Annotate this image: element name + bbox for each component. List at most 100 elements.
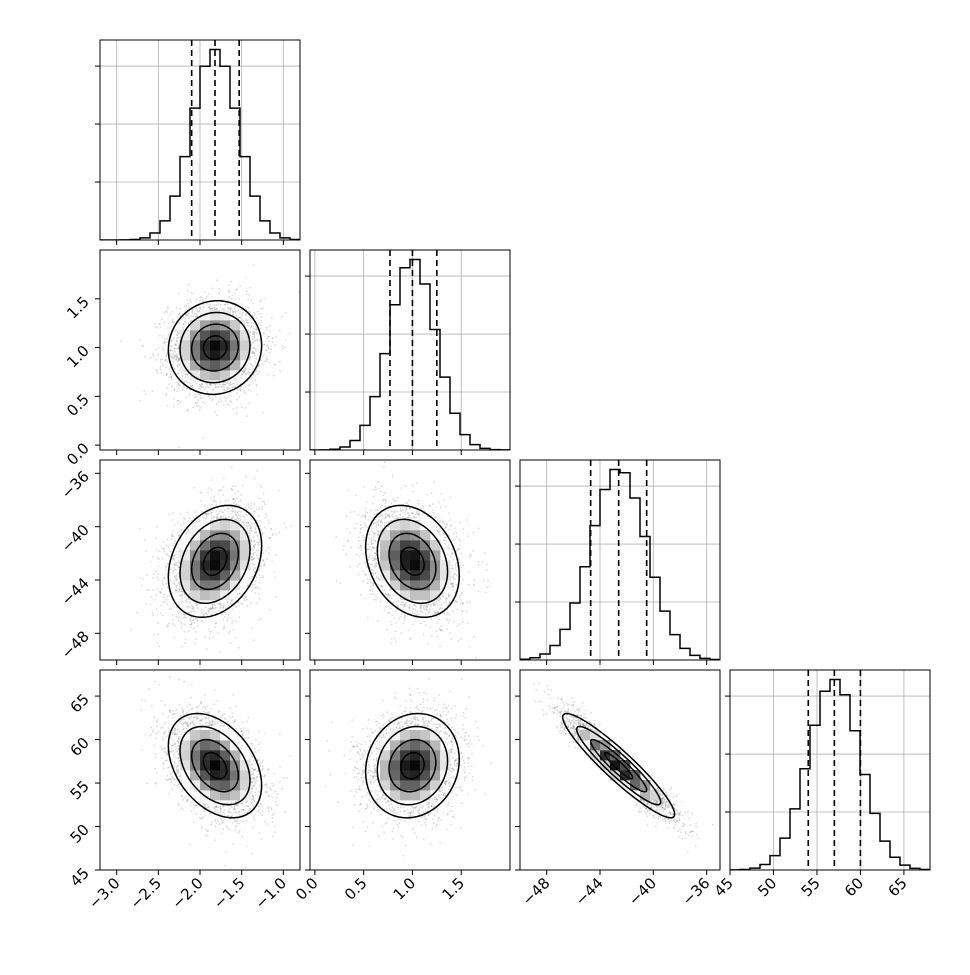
scatter-point xyxy=(374,540,376,542)
scatter-point xyxy=(240,728,242,730)
scatter-point xyxy=(263,333,265,335)
scatter-point xyxy=(659,806,661,808)
scatter-point xyxy=(423,839,425,841)
scatter-point xyxy=(255,586,257,588)
scatter-point xyxy=(255,527,257,529)
scatter-point xyxy=(184,518,186,520)
scatter-point xyxy=(373,598,375,600)
scatter-point xyxy=(214,821,216,823)
scatter-point xyxy=(413,810,415,812)
scatter-point xyxy=(249,287,251,289)
scatter-point xyxy=(445,781,447,783)
scatter-point xyxy=(197,711,199,713)
scatter-point xyxy=(264,527,266,529)
scatter-point xyxy=(386,629,388,631)
scatter-point xyxy=(331,722,333,724)
scatter-point xyxy=(174,731,176,733)
scatter-point xyxy=(253,816,255,818)
scatter-point xyxy=(473,532,475,534)
scatter-point xyxy=(259,313,261,315)
scatter-point xyxy=(436,612,438,614)
scatter-point xyxy=(180,623,182,625)
scatter-point xyxy=(436,616,438,618)
scatter-point xyxy=(464,777,466,779)
scatter-point xyxy=(204,389,206,391)
scatter-point xyxy=(370,509,372,511)
density-cell xyxy=(190,540,200,550)
scatter-point xyxy=(235,514,237,516)
scatter-point xyxy=(236,825,238,827)
scatter-point xyxy=(193,316,195,318)
scatter-point xyxy=(474,789,476,791)
density-cell xyxy=(410,740,420,750)
scatter-point xyxy=(266,337,268,339)
scatter-point xyxy=(404,617,406,619)
scatter-point xyxy=(347,540,349,542)
scatter-point xyxy=(228,516,230,518)
scatter-point xyxy=(175,564,177,566)
scatter-point xyxy=(369,755,371,757)
scatter-point xyxy=(237,491,239,493)
scatter-point xyxy=(251,584,253,586)
scatter-point xyxy=(188,317,190,319)
scatter-point xyxy=(462,756,464,758)
scatter-point xyxy=(371,540,373,542)
scatter-point xyxy=(200,389,202,391)
scatter-point xyxy=(272,817,274,819)
scatter-point xyxy=(422,805,424,807)
scatter-point xyxy=(232,629,234,631)
scatter-point xyxy=(356,554,358,556)
scatter-point xyxy=(156,726,158,728)
scatter-point xyxy=(209,487,211,489)
scatter-point xyxy=(194,511,196,513)
scatter-point xyxy=(194,805,196,807)
scatter-point xyxy=(176,334,178,336)
scatter-point xyxy=(365,741,367,743)
scatter-point xyxy=(236,398,238,400)
scatter-point xyxy=(432,803,434,805)
scatter-point xyxy=(217,303,219,305)
scatter-point xyxy=(428,678,430,680)
scatter-point xyxy=(198,388,200,390)
scatter-point xyxy=(372,503,374,505)
scatter-point xyxy=(364,751,366,753)
scatter-point xyxy=(221,819,223,821)
scatter-point xyxy=(438,817,440,819)
scatter-point xyxy=(567,721,569,723)
scatter-point xyxy=(358,563,360,565)
scatter-point xyxy=(149,735,151,737)
scatter-point xyxy=(414,718,416,720)
scatter-point xyxy=(174,368,176,370)
scatter-point xyxy=(462,715,464,717)
density-cell xyxy=(240,340,250,350)
scatter-point xyxy=(448,789,450,791)
scatter-point xyxy=(584,717,586,719)
density-cell xyxy=(200,730,210,740)
scatter-point xyxy=(398,826,400,828)
scatter-point xyxy=(448,529,450,531)
scatter-point xyxy=(204,292,206,294)
scatter-point xyxy=(242,604,244,606)
scatter-point xyxy=(251,508,253,510)
scatter-point xyxy=(460,786,462,788)
scatter-point xyxy=(412,624,414,626)
scatter-point xyxy=(370,558,372,560)
scatter-point xyxy=(360,549,362,551)
scatter-point xyxy=(240,511,242,513)
scatter-point xyxy=(179,604,181,606)
scatter-point xyxy=(243,727,245,729)
scatter-point xyxy=(373,803,375,805)
scatter-point xyxy=(438,704,440,706)
scatter-point xyxy=(361,774,363,776)
scatter-point xyxy=(177,366,179,368)
scatter-point xyxy=(231,801,233,803)
scatter-point xyxy=(372,732,374,734)
scatter-point xyxy=(237,518,239,520)
scatter-point xyxy=(253,536,255,538)
scatter-point xyxy=(380,737,382,739)
scatter-point xyxy=(358,810,360,812)
scatter-point xyxy=(242,312,244,314)
scatter-point xyxy=(465,708,467,710)
scatter-point xyxy=(247,730,249,732)
scatter-point xyxy=(170,379,172,381)
